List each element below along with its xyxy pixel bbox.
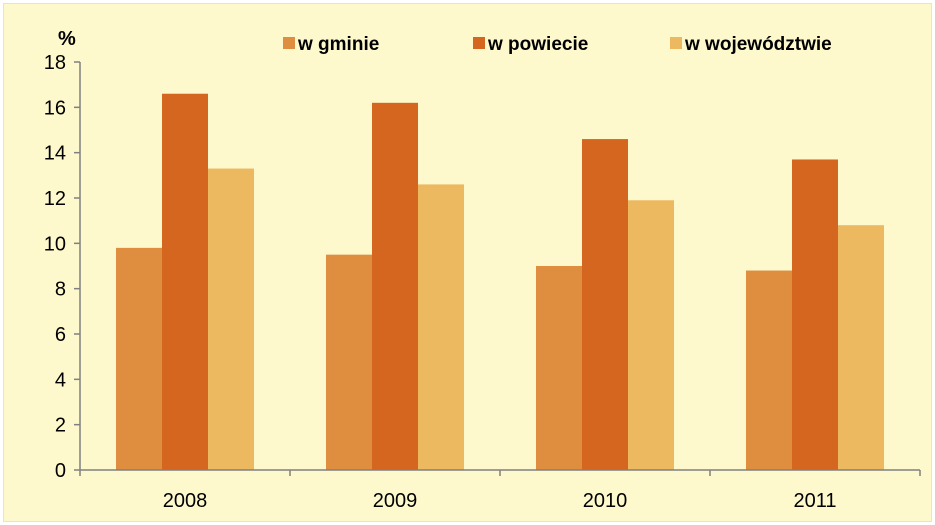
bar <box>628 200 674 470</box>
y-tick-label: 10 <box>44 233 66 255</box>
legend-label: w powiecie <box>487 34 588 55</box>
x-tick-label: 2009 <box>373 490 418 512</box>
y-tick-label: 6 <box>55 324 66 346</box>
y-tick-label: 4 <box>55 369 66 391</box>
bar <box>536 266 582 470</box>
bar <box>326 254 372 470</box>
legend: w gminie w powiecie w województwie <box>283 34 832 55</box>
legend-swatch <box>283 37 295 49</box>
x-tick-label: 2008 <box>163 490 208 512</box>
legend-swatch <box>473 37 485 49</box>
legend-label: w województwie <box>684 34 832 55</box>
bar <box>162 93 208 470</box>
y-axis-unit: % <box>58 28 76 50</box>
y-tick-label: 16 <box>44 97 66 119</box>
legend-label: w gminie <box>297 34 379 55</box>
bars <box>116 93 884 471</box>
y-tick-label: 2 <box>55 415 66 437</box>
legend-swatch <box>670 37 682 49</box>
bar <box>418 184 464 470</box>
bar <box>116 247 162 470</box>
y-tick-label: 12 <box>44 188 66 210</box>
bar <box>838 225 884 470</box>
y-tick-label: 8 <box>55 279 66 301</box>
y-tick-label: 18 <box>44 52 66 74</box>
bar <box>746 270 792 470</box>
bar <box>582 139 628 471</box>
axes: 0 2 4 6 8 10 12 14 16 18 2008 2009 2010 2011 <box>44 52 921 512</box>
x-tick-label: 2010 <box>583 490 628 512</box>
x-tick-label: 2011 <box>793 490 836 512</box>
bar <box>372 102 418 471</box>
bar <box>208 168 254 471</box>
y-tick-label: 0 <box>55 460 66 482</box>
bar <box>792 159 838 470</box>
y-tick-label: 14 <box>44 143 66 165</box>
